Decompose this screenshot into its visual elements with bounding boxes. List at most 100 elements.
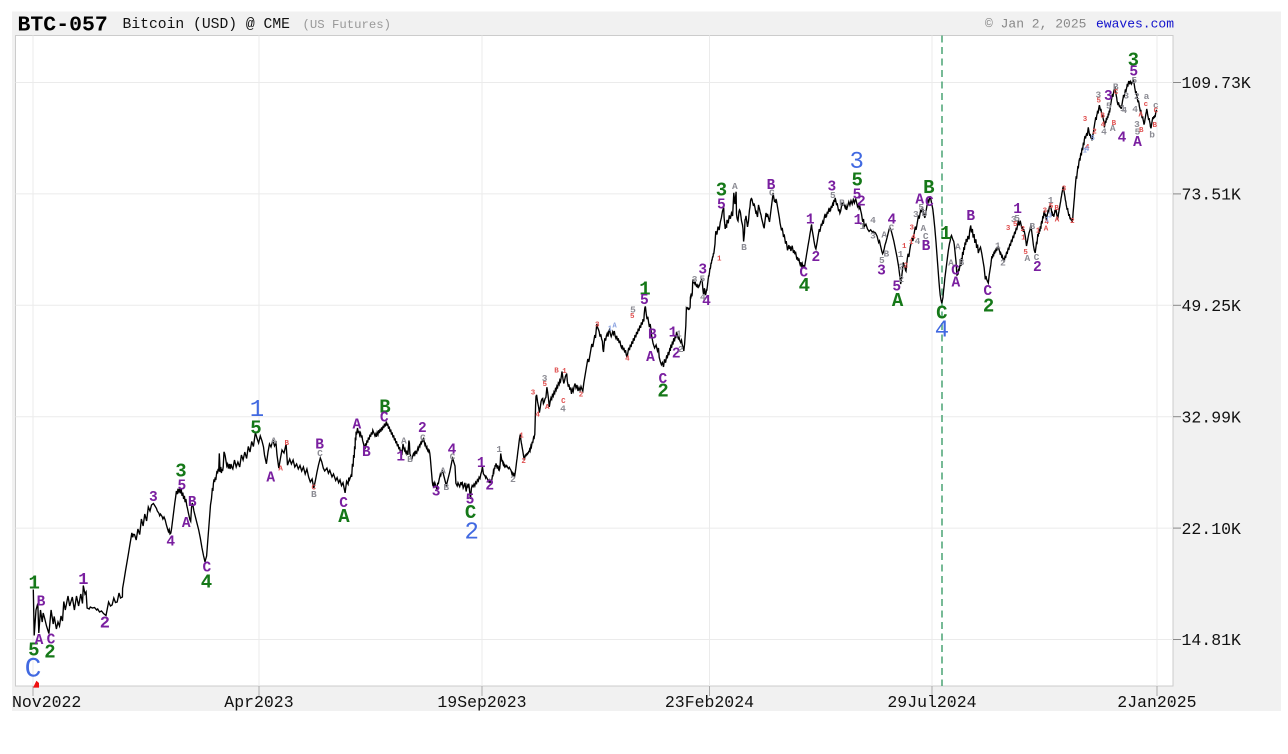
svg-text:B: B bbox=[37, 595, 46, 611]
svg-text:B: B bbox=[1112, 120, 1117, 128]
svg-text:2: 2 bbox=[898, 274, 904, 285]
svg-text:4: 4 bbox=[935, 317, 949, 344]
svg-text:C: C bbox=[561, 398, 566, 406]
svg-text:C: C bbox=[47, 633, 56, 649]
svg-text:1: 1 bbox=[909, 239, 914, 247]
svg-text:2: 2 bbox=[657, 380, 668, 402]
svg-text:2Jan2025: 2Jan2025 bbox=[1117, 693, 1196, 712]
svg-text:2: 2 bbox=[1033, 260, 1042, 276]
svg-text:73.51K: 73.51K bbox=[1182, 186, 1242, 205]
svg-text:5: 5 bbox=[630, 305, 636, 316]
svg-text:5: 5 bbox=[543, 381, 548, 389]
svg-text:5: 5 bbox=[1013, 221, 1018, 229]
svg-text:1: 1 bbox=[1013, 202, 1022, 218]
svg-text:4: 4 bbox=[625, 356, 630, 364]
svg-text:b: b bbox=[1149, 130, 1155, 141]
svg-text:B: B bbox=[767, 178, 776, 194]
svg-text:1: 1 bbox=[250, 397, 264, 424]
svg-text:22.10K: 22.10K bbox=[1182, 520, 1242, 539]
svg-text:3: 3 bbox=[1011, 214, 1017, 225]
svg-text:3: 3 bbox=[698, 263, 707, 279]
svg-text:4: 4 bbox=[560, 404, 566, 415]
svg-text:B: B bbox=[285, 440, 290, 448]
svg-text:B: B bbox=[443, 482, 449, 493]
svg-text:2: 2 bbox=[1070, 218, 1075, 226]
svg-text:A: A bbox=[440, 465, 446, 476]
svg-text:B: B bbox=[1029, 221, 1035, 232]
svg-text:B: B bbox=[923, 177, 934, 199]
svg-text:4: 4 bbox=[700, 292, 706, 303]
svg-text:A: A bbox=[1055, 216, 1060, 224]
svg-text:5: 5 bbox=[1091, 135, 1095, 143]
svg-text:1: 1 bbox=[477, 456, 486, 472]
svg-text:B: B bbox=[883, 248, 889, 259]
svg-text:B: B bbox=[966, 209, 975, 225]
svg-text:5: 5 bbox=[1129, 65, 1138, 81]
svg-text:B: B bbox=[362, 445, 371, 461]
svg-text:C: C bbox=[951, 264, 960, 280]
svg-text:5: 5 bbox=[879, 255, 885, 266]
svg-text:C: C bbox=[889, 223, 895, 234]
svg-text:1: 1 bbox=[78, 571, 88, 590]
svg-text:5: 5 bbox=[640, 293, 649, 309]
svg-text:C: C bbox=[799, 266, 808, 282]
svg-text:5: 5 bbox=[28, 639, 39, 661]
svg-text:c: c bbox=[1153, 100, 1159, 111]
svg-text:2: 2 bbox=[898, 261, 904, 272]
svg-text:1: 1 bbox=[639, 279, 650, 301]
svg-text:3: 3 bbox=[542, 373, 548, 384]
svg-text:5: 5 bbox=[918, 202, 924, 213]
svg-text:1: 1 bbox=[676, 329, 682, 340]
svg-text:© Jan 2, 2025: © Jan 2, 2025 bbox=[985, 17, 1086, 32]
svg-text:19Sep2023: 19Sep2023 bbox=[437, 693, 526, 712]
svg-text:5: 5 bbox=[699, 273, 705, 284]
svg-text:B: B bbox=[1054, 205, 1059, 213]
svg-text:3: 3 bbox=[877, 264, 886, 280]
svg-text:2: 2 bbox=[100, 615, 110, 634]
svg-text:5: 5 bbox=[466, 493, 475, 509]
svg-text:4: 4 bbox=[702, 294, 711, 310]
svg-text:1: 1 bbox=[717, 256, 722, 264]
svg-text:1: 1 bbox=[854, 213, 863, 229]
svg-text:1: 1 bbox=[519, 433, 524, 441]
svg-text:3: 3 bbox=[910, 224, 915, 232]
svg-text:3: 3 bbox=[1048, 212, 1052, 220]
svg-text:3: 3 bbox=[432, 485, 441, 501]
svg-text:ewaves.com: ewaves.com bbox=[1096, 17, 1174, 32]
svg-text:4: 4 bbox=[1122, 105, 1128, 116]
svg-text:3: 3 bbox=[870, 230, 876, 241]
svg-text:A: A bbox=[401, 436, 407, 447]
svg-text:3: 3 bbox=[849, 149, 863, 176]
svg-text:3: 3 bbox=[913, 209, 919, 220]
svg-text:3: 3 bbox=[1123, 91, 1129, 102]
svg-text:A: A bbox=[881, 230, 887, 241]
svg-text:B: B bbox=[922, 239, 931, 255]
svg-text:C: C bbox=[659, 372, 668, 388]
svg-text:BTC-057: BTC-057 bbox=[18, 14, 108, 38]
svg-text:C: C bbox=[312, 485, 317, 493]
svg-text:2: 2 bbox=[521, 458, 526, 466]
svg-text:A: A bbox=[646, 350, 655, 366]
svg-text:A: A bbox=[1044, 226, 1049, 234]
svg-text:5: 5 bbox=[1023, 249, 1028, 257]
svg-text:4: 4 bbox=[799, 275, 810, 297]
svg-text:C: C bbox=[203, 560, 212, 576]
svg-text:C: C bbox=[317, 448, 323, 459]
svg-text:A: A bbox=[352, 417, 361, 433]
svg-text:4: 4 bbox=[1101, 122, 1106, 130]
svg-text:A: A bbox=[951, 276, 960, 292]
svg-text:1: 1 bbox=[496, 444, 502, 455]
svg-text:1: 1 bbox=[608, 325, 612, 333]
svg-text:1: 1 bbox=[562, 368, 567, 376]
svg-text:B: B bbox=[188, 495, 197, 511]
svg-text:4: 4 bbox=[1085, 144, 1090, 152]
svg-text:A: A bbox=[35, 633, 44, 649]
svg-text:5: 5 bbox=[830, 190, 836, 201]
svg-text:5: 5 bbox=[892, 280, 901, 296]
svg-text:2: 2 bbox=[678, 344, 684, 355]
svg-text:4: 4 bbox=[870, 215, 876, 226]
svg-text:C: C bbox=[339, 496, 348, 512]
svg-text:C: C bbox=[925, 195, 934, 211]
svg-text:C: C bbox=[420, 432, 426, 443]
svg-text:c: c bbox=[1144, 101, 1149, 109]
